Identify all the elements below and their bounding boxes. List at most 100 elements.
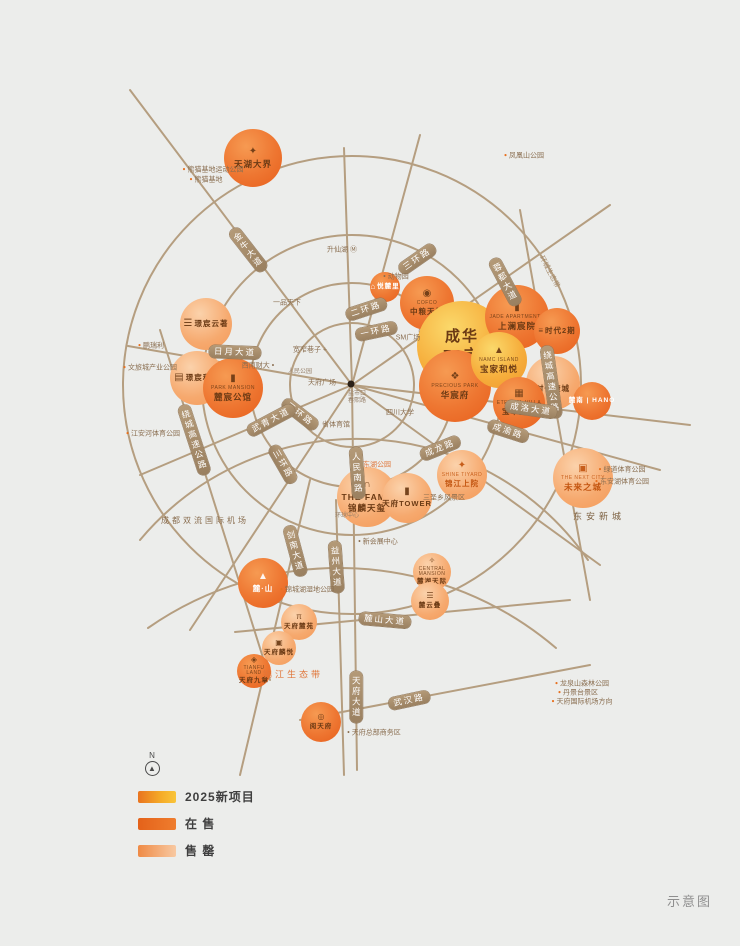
poi-label: 东安新城 [572,511,626,522]
project-logo-icon: ✦ [457,460,467,472]
legend: N ▲ 2025新项目 在 售 售 罄 [138,752,255,859]
poi-label: 东湖公园 [363,461,391,469]
project-logo-icon: ▮ [404,486,410,498]
project-name-en: NAMC ISLAND [479,356,519,363]
poi-label: 龙泉山森林公园 [555,681,609,688]
project-circle[interactable]: ◎ 阅天府 [301,702,341,742]
project-logo-icon: ❖ [450,370,460,382]
legend-label: 在 售 [185,817,216,831]
poi-label: 凤凰山公园 [504,153,544,160]
project-name-en: THE NEXT CITY [561,474,605,481]
legend-swatch-soldout [138,844,176,857]
legend-row-soldout: 售 罄 [138,842,255,859]
poi-label: 锦江生态带 [262,669,324,680]
project-name: 上澜宸院 [497,320,536,331]
project-logo-icon: ▲ [258,571,268,583]
project-circle[interactable]: ▣ 天府麟悦 [262,631,296,665]
schematic-caption: 示意图 [666,894,712,909]
outer-arc-2 [147,567,557,649]
poi-label: 升仙湖 Ⓜ [327,246,357,254]
project-name-en: SHINE TIYARD [441,472,483,479]
project-circle[interactable]: ✦ SHINE TIYARD 锦江上院 [437,450,487,500]
project-logo-icon: ◈ [250,655,258,665]
project-name: 时代2期 [545,326,576,336]
project-logo-icon: ≡ [538,326,543,335]
project-name-en: PRECIOUS PARK [431,382,479,389]
outer-arc-1 [139,437,589,561]
poi-label: 春熙路 [347,398,367,404]
poi-label: 文旅城产业公园 [123,365,177,372]
legend-row-onsale: 在 售 [138,815,255,832]
compass-arrow-icon: ▲ [144,761,160,776]
poi-label: 人民公园 [287,369,313,375]
city-center-dot [347,380,355,388]
project-name: 未来之城 [563,481,602,492]
project-name: 麓宸公馆 [213,391,252,402]
project-circle[interactable]: ☰ 麓云叠 [411,582,449,620]
poi-label: 江安河体育公园 [126,431,180,438]
project-logo-icon: ▮ [514,301,520,313]
project-logo-icon: ▣ [578,462,588,474]
project-name: 阅天府 [309,722,333,730]
legend-label: 2025新项目 [185,790,255,804]
project-name: 麓云叠 [418,601,442,609]
project-logo-icon: ✦ [248,145,258,157]
project-circle[interactable]: ◈ TIANFU LAND 天府九章 [237,654,271,688]
poi-label: 三圣乡风景区 [423,494,465,502]
project-name: 锦江上院 [445,479,479,489]
project-logo-icon: ▦ [514,388,524,400]
project-name-en: PARK MANSION [211,384,255,391]
project-circle[interactable]: ▮ 天府TOWER [382,473,432,523]
project-logo-icon: π [296,611,302,621]
project-logo-icon: ◉ [422,288,432,300]
project-name-en: JADE APARTMENTS [489,313,545,320]
project-name: 麓·山 [252,584,274,594]
legend-label: 售 罄 [185,844,216,858]
project-name: 宝家和悦 [479,363,518,374]
project-name: 璟宸和鸣 [185,373,220,383]
project-name: 天府麟悦 [264,648,294,656]
poi-label: 天府广场 [308,379,336,387]
poi-label: 鹏瑞利 [138,343,164,350]
project-circle[interactable]: ☰ 璟宸云著 [180,298,232,350]
project-name: 天湖大界 [233,158,272,169]
poi-label: 熊猫基地 [189,177,223,184]
project-circle[interactable]: ▲ 麓·山 [238,558,288,608]
poi-label: 天府国际机场方向 [551,699,613,706]
project-name: 天府TOWER [382,499,432,509]
poi-label: 东安湖体育公园 [595,479,649,486]
poi-label: • 天府总部商务区 [347,729,401,737]
poi-label: 丹景台景区 [558,690,598,697]
project-circle[interactable]: ✦ 天湖大界 [224,129,282,187]
project-logo-icon: ⌂ [370,282,376,291]
project-logo-icon: ☰ [183,318,193,329]
project-name: 天府麓苑 [284,622,314,630]
project-logo-icon: ▤ [174,372,184,383]
project-logo-icon: ∩ [363,479,371,491]
poi-label: 熊猫基地运动公园 [182,167,244,174]
project-name: 天府九章 [239,677,269,685]
poi-label: 锦城湖湿地公园 [280,587,334,594]
project-name: 璟宸云著 [194,319,229,329]
project-circle[interactable]: 麓南 | HANO [569,382,614,420]
poi-label: 省体育馆 [322,421,350,429]
project-circle[interactable]: ▮ PARK MANSION 麓宸公馆 [203,358,263,418]
poi-label: 绿道体育公园 [598,467,646,474]
legend-swatch-new2025 [138,790,176,803]
project-name-en: COFCO [416,300,438,307]
poi-label: 盐市口 [347,391,367,397]
project-name: 华宸府 [440,389,470,400]
poi-label: 一品天下 [273,299,301,307]
road-label: 日月大道 [208,344,262,360]
road-label: 天府大道 [349,671,363,723]
project-name: 麓湖天际 [417,578,447,586]
poi-label: 成都双流国际机场 [161,516,249,525]
compass-icon: N ▲ [144,752,160,778]
legend-swatch-onsale [138,817,176,830]
project-circle[interactable]: ⌂ 悦麓里 [370,272,400,302]
project-circle[interactable]: ▣ THE NEXT CITY 未来之城 [553,448,613,508]
project-logo-icon: ▲ [494,344,504,356]
poi-label: 宽窄巷子 + [292,346,328,354]
project-logo-icon: ☰ [426,590,434,600]
